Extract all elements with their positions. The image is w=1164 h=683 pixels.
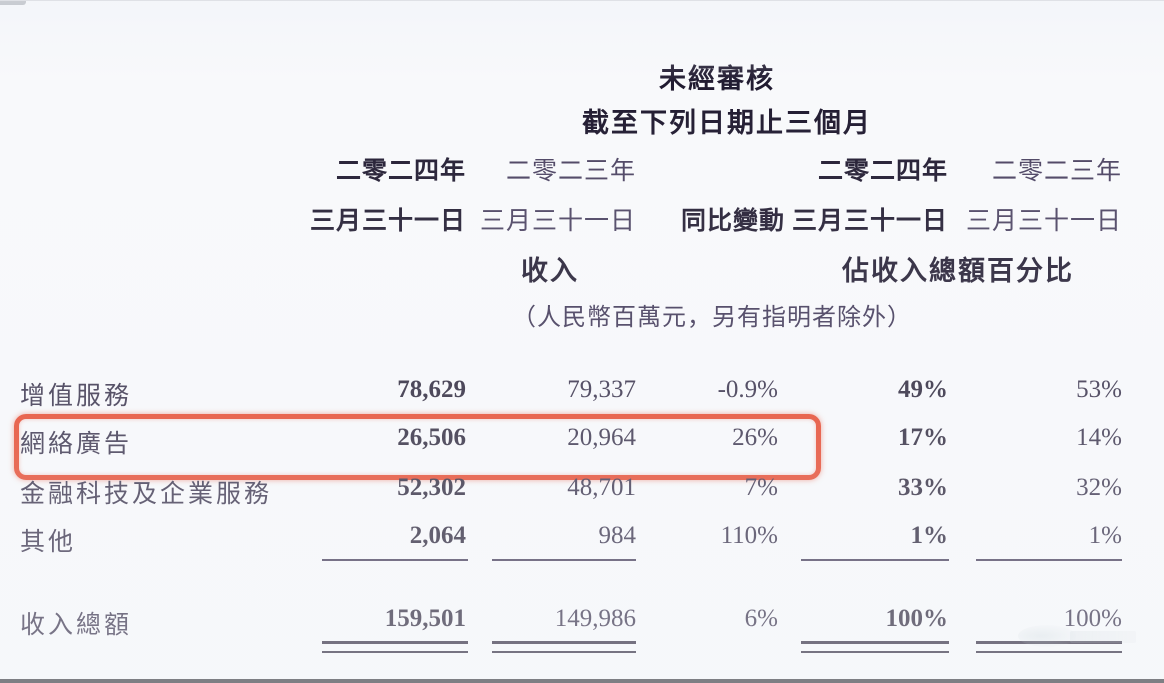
subtotal-rule-share-2023 xyxy=(976,559,1122,561)
vas-share-2024: 49% xyxy=(898,376,948,403)
row-label-vas: 增值服務 xyxy=(20,383,133,410)
column-header-date-2023-revenue: 三月三十一日 xyxy=(479,208,636,235)
ads-revenue-2023: 20,964 xyxy=(567,424,636,451)
group-header-revenue: 收入 xyxy=(521,256,579,286)
column-header-date-2024-revenue: 三月三十一日 xyxy=(309,208,466,235)
total-rule-share-2024 xyxy=(801,641,949,653)
row-label-others: 其他 xyxy=(20,529,77,556)
group-header-share-of-total: 佔收入總額百分比 xyxy=(842,256,1074,286)
fintech-revenue-2023: 48,701 xyxy=(567,474,636,501)
row-label-online-ads: 網絡廣告 xyxy=(20,431,133,458)
total-rule-share-2023 xyxy=(976,641,1122,653)
page-title: 未經審核 xyxy=(659,64,775,94)
column-header-year-2023-share: 二零二三年 xyxy=(991,158,1122,185)
vas-share-2023: 53% xyxy=(1076,376,1122,403)
ads-revenue-2024: 26,506 xyxy=(397,424,466,451)
scan-artifact-top-left xyxy=(0,1,26,5)
others-revenue-2024: 2,064 xyxy=(409,522,466,549)
row-label-fintech: 金融科技及企業服務 xyxy=(20,481,273,508)
column-header-year-2024-revenue: 二零二四年 xyxy=(335,158,466,185)
subtotal-rule-share-2024 xyxy=(801,559,949,561)
subtotal-rule-revenue-2023 xyxy=(492,559,636,561)
fintech-revenue-2024: 52,302 xyxy=(397,474,466,501)
row-label-total-revenue: 收入總額 xyxy=(20,612,133,639)
fintech-share-2024: 33% xyxy=(898,474,948,501)
others-revenue-2023: 984 xyxy=(598,522,637,549)
vas-yoy: -0.9% xyxy=(717,376,778,403)
vas-revenue-2023: 79,337 xyxy=(567,376,636,403)
column-header-date-2024-share: 三月三十一日 xyxy=(791,208,948,235)
ads-share-2024: 17% xyxy=(898,424,948,451)
vas-revenue-2024: 78,629 xyxy=(397,376,466,403)
column-header-year-2024-share: 二零二四年 xyxy=(817,158,948,185)
others-share-2024: 1% xyxy=(910,522,949,549)
total-rule-revenue-2024 xyxy=(322,641,468,653)
highlight-box xyxy=(14,414,821,480)
others-share-2023: 1% xyxy=(1088,522,1122,549)
total-revenue-2023: 149,986 xyxy=(554,605,636,632)
page-bottom-border xyxy=(0,679,1164,683)
ads-yoy: 26% xyxy=(732,424,778,451)
total-revenue-2024: 159,501 xyxy=(384,605,466,632)
fintech-share-2023: 32% xyxy=(1076,474,1122,501)
total-share-2023: 100% xyxy=(1063,605,1122,632)
ads-share-2023: 14% xyxy=(1076,424,1122,451)
others-yoy: 110% xyxy=(720,522,778,549)
fintech-yoy: 7% xyxy=(744,474,778,501)
total-rule-revenue-2023 xyxy=(492,641,636,653)
column-header-year-2023-revenue: 二零二三年 xyxy=(505,158,636,185)
page-subtitle: 截至下列日期止三個月 xyxy=(582,108,872,138)
currency-note: （人民幣百萬元，另有指明者除外） xyxy=(512,305,912,331)
total-share-2024: 100% xyxy=(885,605,949,632)
column-header-yoy-change: 同比變動 xyxy=(680,208,785,235)
total-yoy: 6% xyxy=(744,605,778,632)
subtotal-rule-revenue-2024 xyxy=(322,559,468,561)
column-header-date-2023-share: 三月三十一日 xyxy=(965,208,1122,235)
